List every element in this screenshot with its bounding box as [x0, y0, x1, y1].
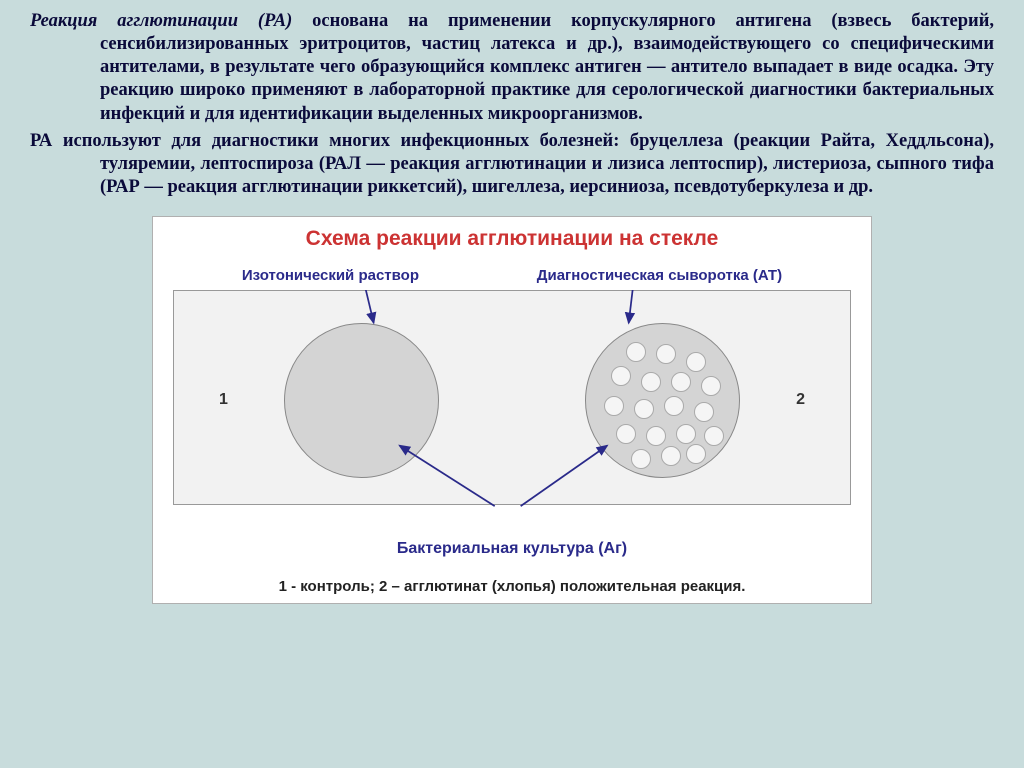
agglutinate-dot: [631, 449, 651, 469]
text-content: Реакция агглютинации (РА) основана на пр…: [0, 0, 1024, 208]
glass-slide: 1 2: [173, 290, 851, 505]
agglutinate-dot: [704, 426, 724, 446]
agglutinate-dot: [611, 366, 631, 386]
agglutinate-dot: [686, 352, 706, 372]
agglutinate-dot: [604, 396, 624, 416]
agglutinate-dot: [686, 444, 706, 464]
diagram-caption: 1 - контроль; 2 – агглютинат (хлопья) по…: [153, 578, 871, 595]
paragraph-1: Реакция агглютинации (РА) основана на пр…: [30, 10, 994, 126]
agglutinate-dots: [586, 324, 739, 477]
agglutinate-dot: [661, 446, 681, 466]
diagram: Схема реакции агглютинации на стекле Изо…: [152, 216, 872, 604]
agglutinate-dot: [664, 396, 684, 416]
agglutinate-dot: [646, 426, 666, 446]
diagram-title: Схема реакции агглютинации на стекле: [153, 227, 871, 251]
label-bacterial-culture: Бактериальная культура (Аг): [153, 540, 871, 558]
agglutinate-dot: [634, 399, 654, 419]
agglutinate-dot: [701, 376, 721, 396]
agglutinate-dot: [676, 424, 696, 444]
para1-lead: Реакция агглютинации (РА): [30, 11, 292, 31]
agglutinate-dot: [671, 372, 691, 392]
agglutinate-dot: [694, 402, 714, 422]
agglutinate-circle: [585, 323, 740, 478]
slide-number-1: 1: [219, 391, 228, 409]
label-isotonic: Изотонический раствор: [242, 267, 419, 284]
control-circle: [284, 323, 439, 478]
agglutinate-dot: [641, 372, 661, 392]
agglutinate-dot: [656, 344, 676, 364]
top-labels: Изотонический раствор Диагностическая сы…: [153, 267, 871, 284]
slide-number-2: 2: [796, 391, 805, 409]
paragraph-2: РА используют для диагностики многих инф…: [30, 130, 994, 199]
label-serum: Диагностическая сыворотка (АТ): [537, 267, 782, 284]
agglutinate-dot: [626, 342, 646, 362]
agglutinate-dot: [616, 424, 636, 444]
